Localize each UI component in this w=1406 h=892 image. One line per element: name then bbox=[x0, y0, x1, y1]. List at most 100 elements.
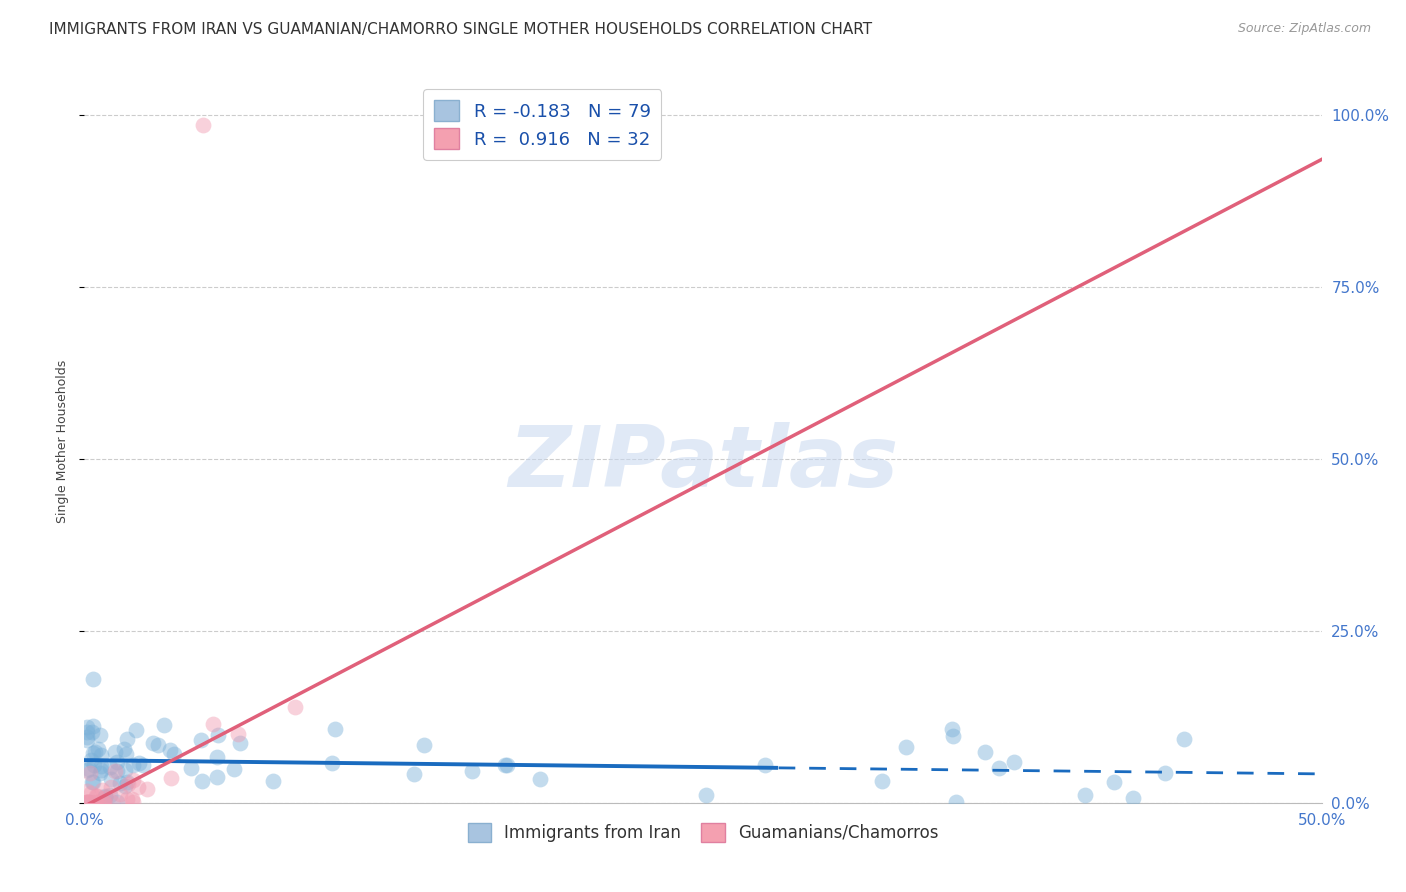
Point bbox=[1154, 765, 1177, 780]
Point bbox=[754, 758, 776, 772]
Point bbox=[100, 772, 122, 787]
Point bbox=[117, 774, 139, 789]
Point bbox=[284, 700, 307, 714]
Point bbox=[83, 795, 105, 809]
Point bbox=[94, 791, 117, 805]
Point bbox=[77, 762, 100, 776]
Point bbox=[205, 771, 228, 785]
Point bbox=[93, 795, 115, 809]
Point bbox=[105, 795, 128, 809]
Point bbox=[460, 764, 482, 778]
Point bbox=[86, 789, 108, 804]
Point bbox=[695, 788, 717, 802]
Point bbox=[76, 725, 98, 739]
Point bbox=[207, 728, 229, 742]
Point bbox=[83, 758, 105, 772]
Point bbox=[104, 764, 127, 778]
Point bbox=[896, 739, 918, 754]
Point bbox=[93, 795, 115, 809]
Point bbox=[98, 760, 121, 774]
Point bbox=[941, 722, 963, 736]
Point bbox=[942, 729, 965, 743]
Point bbox=[1102, 775, 1125, 789]
Point bbox=[945, 795, 967, 809]
Point bbox=[114, 779, 136, 793]
Point bbox=[80, 775, 103, 789]
Point bbox=[91, 783, 114, 797]
Point bbox=[974, 745, 997, 759]
Point bbox=[190, 773, 212, 788]
Point bbox=[153, 718, 176, 732]
Point bbox=[82, 719, 104, 733]
Point bbox=[495, 758, 517, 772]
Point bbox=[321, 756, 343, 770]
Point bbox=[76, 795, 98, 809]
Text: ZIPatlas: ZIPatlas bbox=[508, 422, 898, 505]
Point bbox=[988, 762, 1011, 776]
Point bbox=[76, 784, 98, 798]
Point bbox=[128, 756, 150, 770]
Point bbox=[104, 745, 127, 759]
Point bbox=[202, 716, 225, 731]
Text: IMMIGRANTS FROM IRAN VS GUAMANIAN/CHAMORRO SINGLE MOTHER HOUSEHOLDS CORRELATION : IMMIGRANTS FROM IRAN VS GUAMANIAN/CHAMOR… bbox=[49, 22, 872, 37]
Point bbox=[93, 789, 115, 804]
Point bbox=[229, 736, 252, 750]
Point bbox=[115, 731, 138, 746]
Point bbox=[100, 795, 122, 809]
Point bbox=[86, 795, 108, 809]
Point bbox=[114, 764, 136, 778]
Point bbox=[136, 782, 159, 797]
Point bbox=[94, 789, 117, 804]
Point bbox=[402, 767, 425, 781]
Point bbox=[76, 720, 98, 734]
Point bbox=[191, 118, 214, 132]
Legend: Immigrants from Iran, Guamanians/Chamorros: Immigrants from Iran, Guamanians/Chamorr… bbox=[461, 816, 945, 848]
Point bbox=[325, 723, 347, 737]
Point bbox=[84, 745, 107, 759]
Point bbox=[80, 753, 103, 767]
Point bbox=[84, 789, 107, 803]
Point bbox=[82, 672, 104, 686]
Point bbox=[79, 795, 101, 809]
Point bbox=[121, 772, 143, 787]
Y-axis label: Single Mother Households: Single Mother Households bbox=[56, 359, 69, 524]
Point bbox=[1122, 790, 1144, 805]
Point bbox=[224, 762, 246, 776]
Point bbox=[82, 746, 104, 760]
Point bbox=[76, 795, 98, 809]
Point bbox=[117, 777, 139, 791]
Point bbox=[115, 747, 138, 762]
Point bbox=[127, 780, 149, 795]
Point bbox=[496, 757, 519, 772]
Point bbox=[121, 757, 143, 772]
Point bbox=[89, 728, 111, 742]
Point bbox=[180, 761, 202, 775]
Point bbox=[872, 773, 894, 788]
Point bbox=[86, 742, 108, 756]
Point bbox=[132, 758, 155, 772]
Point bbox=[79, 766, 101, 780]
Point bbox=[163, 747, 186, 761]
Point bbox=[529, 772, 551, 786]
Point bbox=[89, 766, 111, 780]
Point bbox=[87, 795, 110, 809]
Point bbox=[90, 759, 112, 773]
Point bbox=[82, 775, 104, 789]
Text: Source: ZipAtlas.com: Source: ZipAtlas.com bbox=[1237, 22, 1371, 36]
Point bbox=[76, 730, 98, 744]
Point bbox=[89, 763, 111, 777]
Point bbox=[108, 788, 131, 802]
Point bbox=[108, 776, 131, 790]
Point bbox=[125, 723, 148, 737]
Point bbox=[142, 736, 165, 750]
Point bbox=[100, 780, 122, 794]
Point bbox=[76, 795, 98, 809]
Point bbox=[1073, 788, 1095, 802]
Point bbox=[107, 755, 129, 769]
Point bbox=[105, 764, 128, 778]
Point bbox=[1002, 756, 1025, 770]
Point bbox=[205, 750, 228, 764]
Point bbox=[1173, 732, 1195, 747]
Point bbox=[160, 771, 183, 785]
Point bbox=[98, 788, 121, 802]
